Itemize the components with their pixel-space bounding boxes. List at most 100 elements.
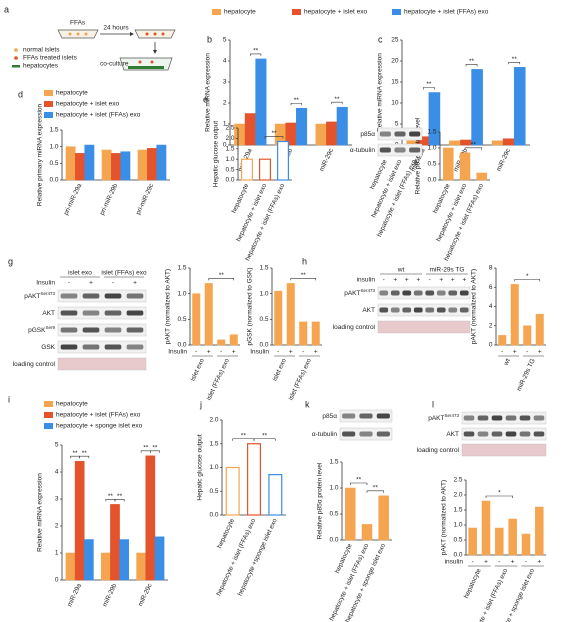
panel-letter: k (305, 399, 310, 409)
blot-row-name: loading control (13, 361, 56, 368)
blot-strip (57, 306, 147, 320)
group-label: islet exo (271, 357, 288, 382)
blot-band (413, 307, 423, 313)
x-tick-label: miR-29b (102, 582, 119, 608)
bar (508, 518, 517, 556)
bar (523, 325, 532, 346)
panel-letter: c (378, 34, 383, 44)
significance-label: ** (469, 58, 475, 65)
panel-letter: h (302, 256, 307, 266)
y-tick-label: 8 (489, 265, 493, 272)
blot-row-name: GSK (41, 344, 55, 351)
legend-label: FFAs treated islets (23, 55, 78, 62)
blot-band (394, 131, 406, 137)
blot-band (477, 431, 489, 437)
blot-row-name: AKT (446, 431, 459, 438)
significance-bracket (514, 279, 541, 282)
bar (65, 146, 76, 181)
legend-label: hepatocyte + islet (FFAs) exo (56, 412, 141, 419)
blot-strip (377, 320, 471, 334)
blot-strip (57, 340, 147, 354)
bar (217, 339, 226, 346)
group-label: miR-29s TG (516, 358, 537, 393)
significance-label: ** (426, 81, 432, 88)
legend-swatch (44, 101, 53, 107)
bar (156, 144, 167, 181)
x-tick-label: - (220, 349, 222, 356)
blot-row-label: GSK (41, 344, 55, 351)
x-tick-label: hepatocyte + islet (FFAs) exo (215, 517, 257, 597)
bar (277, 140, 290, 181)
y-tick-label: 6 (489, 284, 493, 291)
blot-band (376, 413, 390, 419)
blot-row-label: pAKTSer473 (344, 288, 375, 297)
blot-strip (377, 286, 471, 300)
islet (68, 32, 72, 36)
significance-label: ** (143, 445, 149, 452)
blot-band (519, 415, 531, 421)
y-tick-label: 5 (395, 121, 399, 128)
significance-bracket (366, 490, 384, 493)
islet (76, 32, 80, 36)
y-tick-label: 0 (489, 342, 493, 349)
blot-band (104, 344, 122, 350)
significance-label: ** (356, 477, 362, 484)
y-tick-label: 2 (489, 322, 493, 329)
blot-band (459, 307, 469, 313)
x-tick-label: miR-29a (66, 582, 83, 608)
significance-bracket (465, 64, 478, 67)
bar (74, 460, 85, 581)
significance-label: ** (271, 130, 277, 137)
group-label: wt (502, 357, 512, 367)
diagram-label: FFAs (70, 20, 86, 27)
bar (110, 504, 120, 581)
bar (449, 140, 461, 146)
significance-bracket (423, 87, 435, 90)
x-tick-label: miR-29c (318, 147, 335, 173)
blot-band (60, 327, 78, 333)
x-tick-label: + (232, 349, 236, 356)
y-tick-label: 1.5 (209, 440, 218, 447)
blot-band (425, 290, 435, 296)
bar (495, 527, 504, 556)
panel-letter: a (4, 4, 9, 14)
blot-row-name: pGSK (28, 327, 46, 334)
legend-label: hepatocyte + sponge islet exo (56, 423, 143, 430)
x-tick-label: pri-miR-29b (99, 182, 120, 216)
x-tick-label: hepatocyte (231, 182, 251, 214)
bar (361, 524, 373, 541)
blot-band (60, 344, 78, 350)
significance-label: ** (301, 272, 307, 279)
x-row-label: Insulin (168, 349, 187, 356)
y-tick-label: 25 (391, 37, 399, 44)
blot-band (104, 327, 122, 333)
blot-band (60, 310, 78, 316)
x-tick-label: - (195, 349, 197, 356)
bar (111, 153, 121, 181)
y-axis-label: pAKT (normalized to AKT) (165, 269, 172, 344)
bar (137, 149, 148, 181)
blot-row-name: pAKT (344, 290, 360, 297)
significance-label: ** (262, 432, 268, 439)
blot-row-sup: Ser473 (444, 413, 459, 418)
bar (247, 443, 262, 516)
blot-row-label: pAKTSer473 (428, 413, 459, 422)
significance-label: ** (152, 445, 158, 452)
axis (465, 480, 546, 556)
significance-label: ** (82, 450, 88, 457)
bar (225, 466, 240, 516)
y-tick-label: 0.0 (329, 537, 338, 544)
y-tick-label: 20 (391, 58, 399, 65)
blot-band (448, 290, 458, 296)
bar (154, 536, 165, 581)
bar (311, 321, 320, 346)
legend-label: hepatocyte (224, 9, 256, 16)
y-tick-label: 0.5 (177, 316, 186, 323)
y-axis-label: pAKT (normalized to AKT) (471, 269, 478, 344)
bar (476, 172, 487, 181)
significance-label: ** (471, 142, 477, 149)
blot-sign: + (462, 277, 466, 284)
blot-group-label: islet exo (68, 270, 92, 277)
bar (513, 67, 526, 146)
blot-band (82, 310, 100, 316)
